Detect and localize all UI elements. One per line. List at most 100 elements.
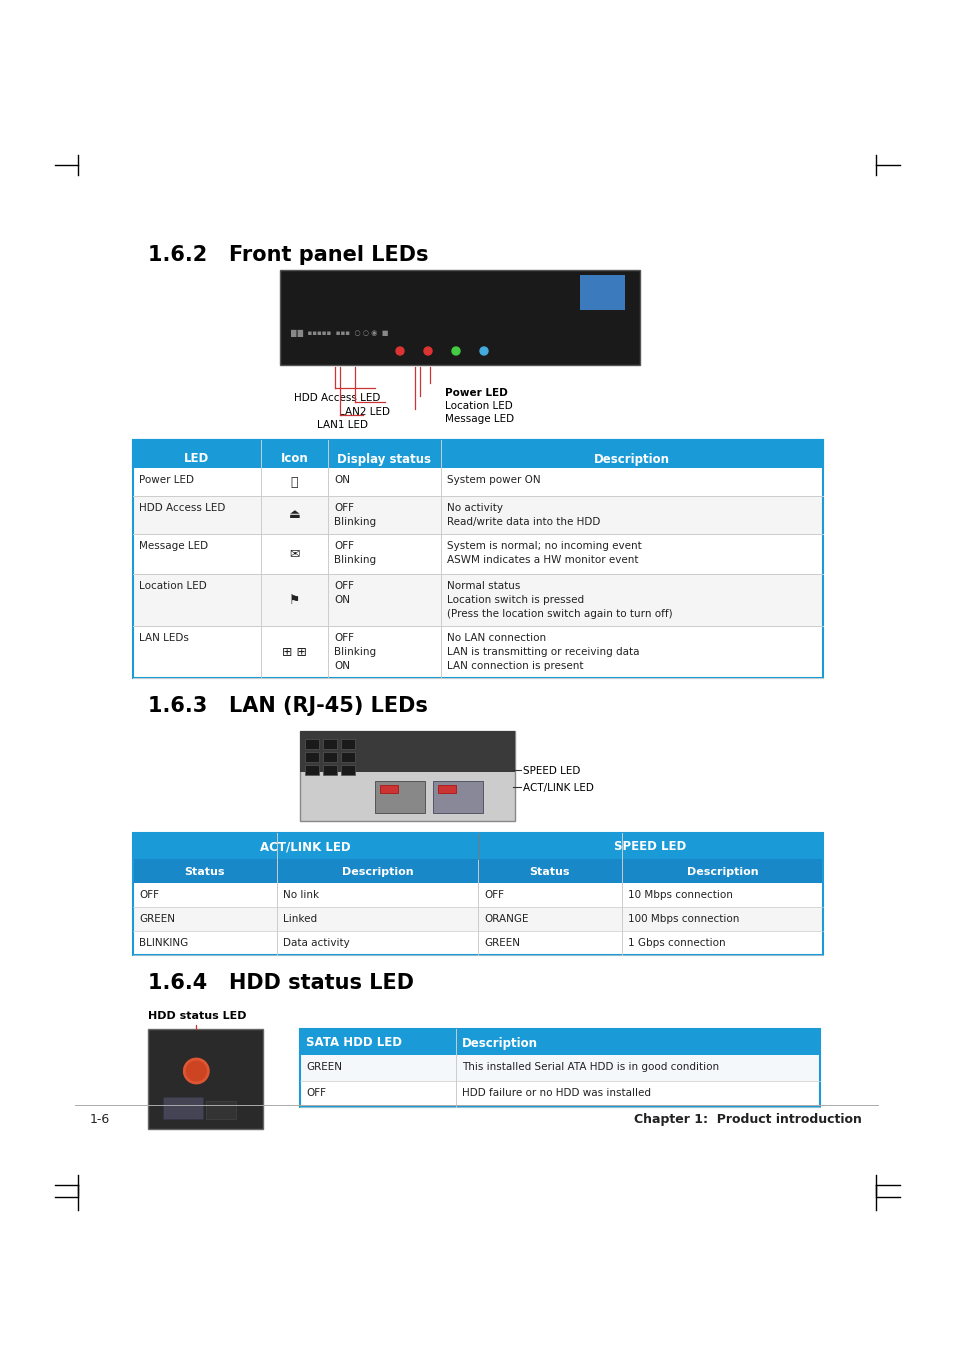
Bar [477,834,822,859]
Bar [433,781,482,813]
Text: 1.6.3   LAN (RJ-45) LEDs: 1.6.3 LAN (RJ-45) LEDs [148,696,428,716]
Text: Status: Status [529,867,570,877]
Bar [305,739,318,748]
Text: GREEN: GREEN [306,1062,341,1071]
Text: Data activity: Data activity [283,938,350,948]
Bar [280,270,639,365]
Bar [206,1101,235,1119]
Text: System power ON: System power ON [447,476,540,485]
Bar [375,781,424,813]
Text: HDD Access LED: HDD Access LED [294,393,379,403]
Bar [299,731,515,771]
Bar [132,467,822,496]
Circle shape [479,347,488,355]
Text: OFF
Blinking: OFF Blinking [334,503,375,527]
Text: Power LED: Power LED [444,388,507,399]
Text: ⚑: ⚑ [289,593,300,607]
Text: Location LED: Location LED [444,401,512,411]
Bar [379,785,397,793]
Text: LAN1 LED: LAN1 LED [316,420,368,430]
Circle shape [395,347,403,355]
Bar [340,753,355,762]
Text: OFF
Blinking
ON: OFF Blinking ON [334,634,375,671]
Bar [299,731,515,821]
Text: ORANGE: ORANGE [483,915,528,924]
Text: Chapter 1:  Product introduction: Chapter 1: Product introduction [634,1113,862,1125]
Text: Description: Description [341,867,413,877]
Text: LAN2 LED: LAN2 LED [338,407,390,417]
Text: SPEED LED: SPEED LED [522,766,579,775]
Text: 1.6.4   HDD status LED: 1.6.4 HDD status LED [148,973,414,993]
Text: 1.6.2   Front panel LEDs: 1.6.2 Front panel LEDs [148,245,428,265]
Bar [132,834,477,859]
Bar [132,931,822,955]
Text: OFF: OFF [306,1088,326,1098]
Text: Description: Description [461,1036,537,1050]
Bar [340,765,355,775]
Bar [305,765,318,775]
Bar [132,907,822,931]
Text: Linked: Linked [283,915,316,924]
Bar [132,440,822,678]
Bar [148,1029,263,1129]
Text: This installed Serial ATA HDD is in good condition: This installed Serial ATA HDD is in good… [461,1062,719,1071]
Text: System is normal; no incoming event
ASWM indicates a HW monitor event: System is normal; no incoming event ASWM… [447,540,641,565]
Text: SATA HDD LED: SATA HDD LED [306,1036,401,1050]
Text: Description: Description [594,453,669,466]
Text: Normal status
Location switch is pressed
(Press the location switch again to tur: Normal status Location switch is pressed… [447,581,672,619]
Bar [132,496,822,534]
Text: 1 Gbps connection: 1 Gbps connection [627,938,725,948]
Text: OFF: OFF [139,890,159,900]
Text: OFF
ON: OFF ON [334,581,354,605]
Text: SPEED LED: SPEED LED [614,840,686,854]
Text: OFF: OFF [483,890,503,900]
Text: 100 Mbps connection: 100 Mbps connection [627,915,739,924]
Text: Status: Status [185,867,225,877]
Bar [132,534,822,574]
Bar [323,739,336,748]
Text: Display status: Display status [337,453,431,466]
Bar [163,1097,203,1119]
Text: ⏏: ⏏ [289,508,300,521]
Text: No link: No link [283,890,319,900]
Bar [299,1029,820,1055]
Text: Icon: Icon [280,453,308,466]
Text: ⏻: ⏻ [291,476,298,489]
Text: GREEN: GREEN [139,915,174,924]
Text: No activity
Read/write data into the HDD: No activity Read/write data into the HDD [447,503,599,527]
Text: HDD status LED: HDD status LED [148,1011,246,1021]
Text: ACT/LINK LED: ACT/LINK LED [260,840,351,854]
Bar [132,859,822,884]
Bar [132,834,822,955]
Text: ⊞ ⊞: ⊞ ⊞ [282,646,307,658]
Circle shape [452,347,459,355]
Text: LAN LEDs: LAN LEDs [139,634,189,643]
Text: ON: ON [334,476,350,485]
Text: 1-6: 1-6 [90,1113,111,1125]
Bar [305,753,318,762]
Bar [323,753,336,762]
Text: OFF
Blinking: OFF Blinking [334,540,375,565]
Bar [340,739,355,748]
Circle shape [184,1059,208,1084]
Bar [132,626,822,678]
Text: HDD failure or no HDD was installed: HDD failure or no HDD was installed [461,1088,650,1098]
Text: No LAN connection
LAN is transmitting or receiving data
LAN connection is presen: No LAN connection LAN is transmitting or… [447,634,639,671]
Bar [323,765,336,775]
Bar [132,574,822,626]
Text: ACT/LINK LED: ACT/LINK LED [522,784,594,793]
Bar [299,1029,820,1106]
Bar [132,440,822,467]
Bar [579,276,624,309]
Text: 10 Mbps connection: 10 Mbps connection [627,890,732,900]
Circle shape [423,347,432,355]
Text: Message LED: Message LED [444,413,514,424]
Bar [437,785,456,793]
Bar [299,1081,820,1106]
Bar [299,1055,820,1081]
Text: HDD Access LED: HDD Access LED [139,503,225,513]
Text: GREEN: GREEN [483,938,519,948]
Text: Message LED: Message LED [139,540,208,551]
Bar [132,884,822,907]
Text: Location LED: Location LED [139,581,207,590]
